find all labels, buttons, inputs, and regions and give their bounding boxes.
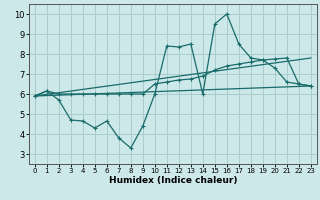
X-axis label: Humidex (Indice chaleur): Humidex (Indice chaleur) xyxy=(108,176,237,185)
